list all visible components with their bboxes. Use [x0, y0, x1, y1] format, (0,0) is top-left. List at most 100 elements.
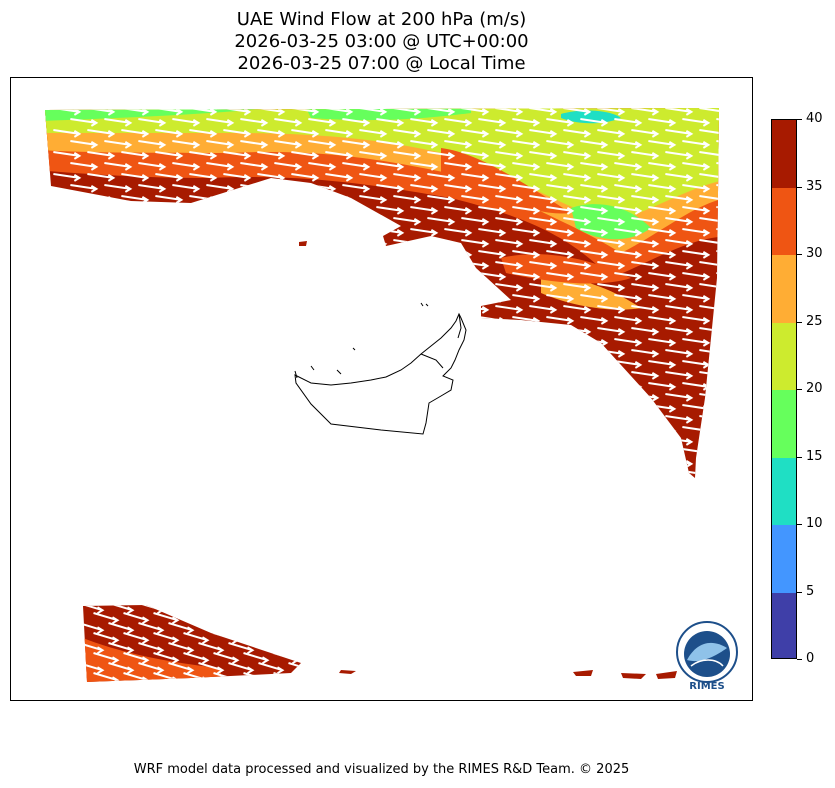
wind-arrow — [206, 448, 235, 457]
fragment-south-right-1 — [573, 670, 593, 676]
wind-arrow — [53, 239, 82, 248]
wind-arrow — [53, 217, 82, 226]
south-wind-field — [83, 605, 301, 682]
wind-arrow — [240, 206, 269, 215]
wind-arrow — [444, 338, 473, 347]
wind-arrow — [410, 448, 439, 457]
wind-arrow — [206, 118, 235, 127]
wind-arrow — [631, 283, 660, 292]
wind-arrow — [359, 437, 388, 446]
wind-arrow — [87, 437, 116, 446]
wind-arrow — [223, 349, 252, 358]
wind-arrow — [665, 415, 694, 424]
wind-arrow — [580, 250, 609, 259]
wind-arrow — [319, 643, 343, 653]
wind-arrow — [359, 327, 388, 336]
wind-arrow — [682, 294, 711, 303]
wind-arrow — [461, 415, 490, 424]
wind-arrow — [53, 195, 82, 204]
wind-arrow — [495, 327, 524, 336]
wind-arrow — [70, 228, 99, 237]
wind-arrow — [512, 404, 541, 413]
wind-arrow — [546, 228, 575, 237]
wind-arrow — [206, 382, 235, 391]
wind-arrow — [53, 371, 82, 380]
wind-arrow — [580, 206, 609, 215]
wind-arrow — [291, 283, 320, 292]
wind-arrow — [444, 250, 473, 259]
wind-arrow — [325, 239, 354, 248]
wind-arrow — [410, 470, 439, 478]
wind-arrow — [631, 371, 660, 380]
wind-arrow — [223, 459, 252, 468]
wind-arrow — [444, 140, 473, 149]
wind-arrow — [342, 162, 371, 171]
wind-arrow — [648, 140, 677, 149]
wind-arrow — [342, 360, 371, 369]
wind-arrow — [648, 316, 677, 325]
wind-arrow — [308, 206, 337, 215]
wind-arrow — [648, 426, 677, 435]
wind-arrow — [529, 415, 558, 424]
wind-arrow — [189, 261, 218, 270]
colorbar — [771, 119, 797, 659]
wind-arrow — [138, 622, 165, 635]
wind-arrow — [274, 404, 303, 413]
wind-arrow — [172, 206, 201, 215]
wind-arrow — [104, 206, 133, 215]
wind-arrow — [240, 316, 269, 325]
wind-arrow — [529, 217, 558, 226]
wind-arrow — [563, 349, 592, 358]
wind-arrow — [342, 272, 371, 281]
wind-arrow — [648, 184, 677, 193]
wind-arrow — [733, 240, 753, 247]
wind-arrow — [461, 217, 490, 226]
wind-arrow — [563, 393, 592, 402]
colorbar-tick-label: 15 — [806, 448, 823, 464]
wind-arrow — [53, 173, 82, 182]
wind-arrow — [70, 140, 99, 149]
wind-arrow — [104, 118, 133, 127]
wind-arrow — [393, 327, 422, 336]
wind-arrow — [580, 140, 609, 149]
wind-arrow — [682, 338, 711, 347]
wind-arrow — [733, 350, 753, 357]
wind-arrow — [168, 662, 195, 675]
wind-arrow — [206, 338, 235, 347]
wind-arrow — [563, 459, 592, 468]
wind-arrow — [359, 151, 388, 160]
wind-arrow — [716, 448, 719, 457]
wind-arrow — [376, 118, 405, 127]
wind-arrow — [53, 437, 82, 446]
wind-arrow — [342, 184, 371, 193]
wind-arrow — [512, 228, 541, 237]
wind-arrow — [87, 283, 116, 292]
wind-arrow — [716, 250, 719, 259]
wind-arrow — [308, 228, 337, 237]
wind-arrow — [206, 206, 235, 215]
wind-arrow — [229, 683, 253, 693]
wind-arrow — [529, 195, 558, 204]
wind-arrow — [240, 294, 269, 303]
wind-arrow — [257, 371, 286, 380]
wind-arrow — [342, 382, 371, 391]
wind-arrow — [104, 140, 133, 149]
wind-arrow — [87, 415, 116, 424]
wind-arrow — [495, 261, 524, 270]
wind-arrow — [410, 228, 439, 237]
wind-arrow — [53, 415, 82, 424]
wind-arrow — [750, 141, 753, 148]
wind-arrow — [153, 612, 180, 625]
wind-arrow — [79, 683, 103, 693]
wind-arrow — [495, 173, 524, 182]
wind-arrow — [529, 349, 558, 358]
wind-arrow — [546, 294, 575, 303]
wind-arrow — [376, 250, 405, 259]
wind-arrow — [223, 283, 252, 292]
wind-arrow — [104, 470, 133, 478]
wind-arrow — [563, 437, 592, 446]
wind-arrow — [138, 316, 167, 325]
wind-arrow — [308, 470, 337, 478]
wind-arrow — [206, 426, 235, 435]
wind-arrow — [123, 632, 150, 645]
